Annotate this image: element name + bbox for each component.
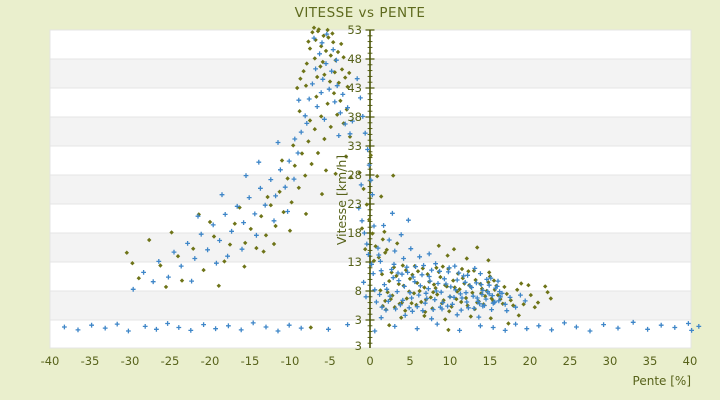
x-tick-label: 40 [683, 354, 698, 368]
x-tick-label: 25 [563, 354, 578, 368]
y-tick-label: 8 [355, 284, 362, 298]
x-tick-label: -35 [81, 354, 100, 368]
y-axis-bottom-label: 3 [355, 339, 362, 353]
series-blue-markers [62, 31, 702, 334]
y-tick-label: 33 [347, 139, 362, 153]
x-tick-label: 0 [366, 354, 373, 368]
y-tick-label: 53 [347, 23, 362, 37]
y-axis-tick-labels: 53 48 43 38 33 28 23 18 13 8 3 [347, 23, 362, 327]
x-tick-label: -25 [161, 354, 180, 368]
series-olive-markers [124, 25, 553, 333]
x-tick-label: -20 [201, 354, 220, 368]
x-axis-title: Pente [%] [633, 374, 691, 388]
x-tick-label: -10 [281, 354, 300, 368]
y-axis-title: Vitesse [km/h] [334, 155, 349, 245]
y-tick-label: 28 [347, 168, 362, 182]
y-tick-label: 3 [355, 313, 362, 327]
series-blue-points [62, 31, 702, 334]
y-tick-label: 48 [347, 52, 362, 66]
x-tick-label: 35 [643, 354, 658, 368]
x-axis-tick-labels: -40 -35 -30 -25 -20 -15 -10 -5 0 5 10 15 20 25 30 35 40 [41, 354, 698, 368]
x-tick-label: -30 [121, 354, 140, 368]
x-tick-label: 30 [603, 354, 618, 368]
series-olive-points [124, 25, 553, 333]
y-tick-label: 13 [347, 255, 362, 269]
x-tick-label: 15 [483, 354, 498, 368]
y-tick-label: 23 [347, 197, 362, 211]
x-tick-label: -5 [324, 354, 335, 368]
x-tick-label: 20 [523, 354, 538, 368]
y-tick-label: 38 [347, 110, 362, 124]
y-tick-label: 18 [347, 226, 362, 240]
x-tick-label: -40 [41, 354, 60, 368]
chart-title: VITESSE vs PENTE [295, 5, 426, 21]
x-tick-label: -15 [241, 354, 260, 368]
x-tick-label: 5 [406, 354, 413, 368]
x-tick-label: 10 [443, 354, 458, 368]
y-tick-label: 43 [347, 81, 362, 95]
